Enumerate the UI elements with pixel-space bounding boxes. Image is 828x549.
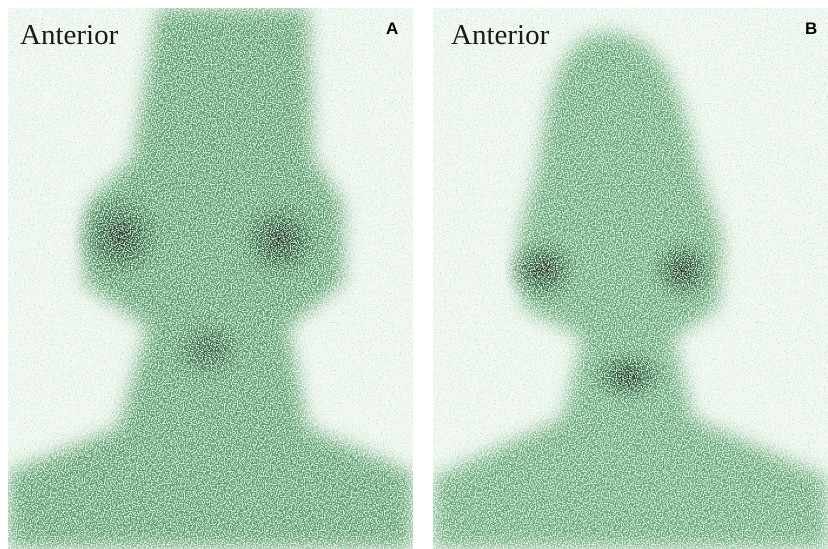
speckle [433, 8, 828, 549]
panel-a: Anterior A [8, 8, 413, 549]
panel-label: A [386, 19, 398, 38]
view-label: Anterior [451, 19, 550, 51]
speckle [8, 8, 413, 549]
view-label: Anterior [20, 19, 119, 51]
panel-b: Anterior B [433, 8, 828, 549]
panel-label: B [805, 19, 817, 38]
